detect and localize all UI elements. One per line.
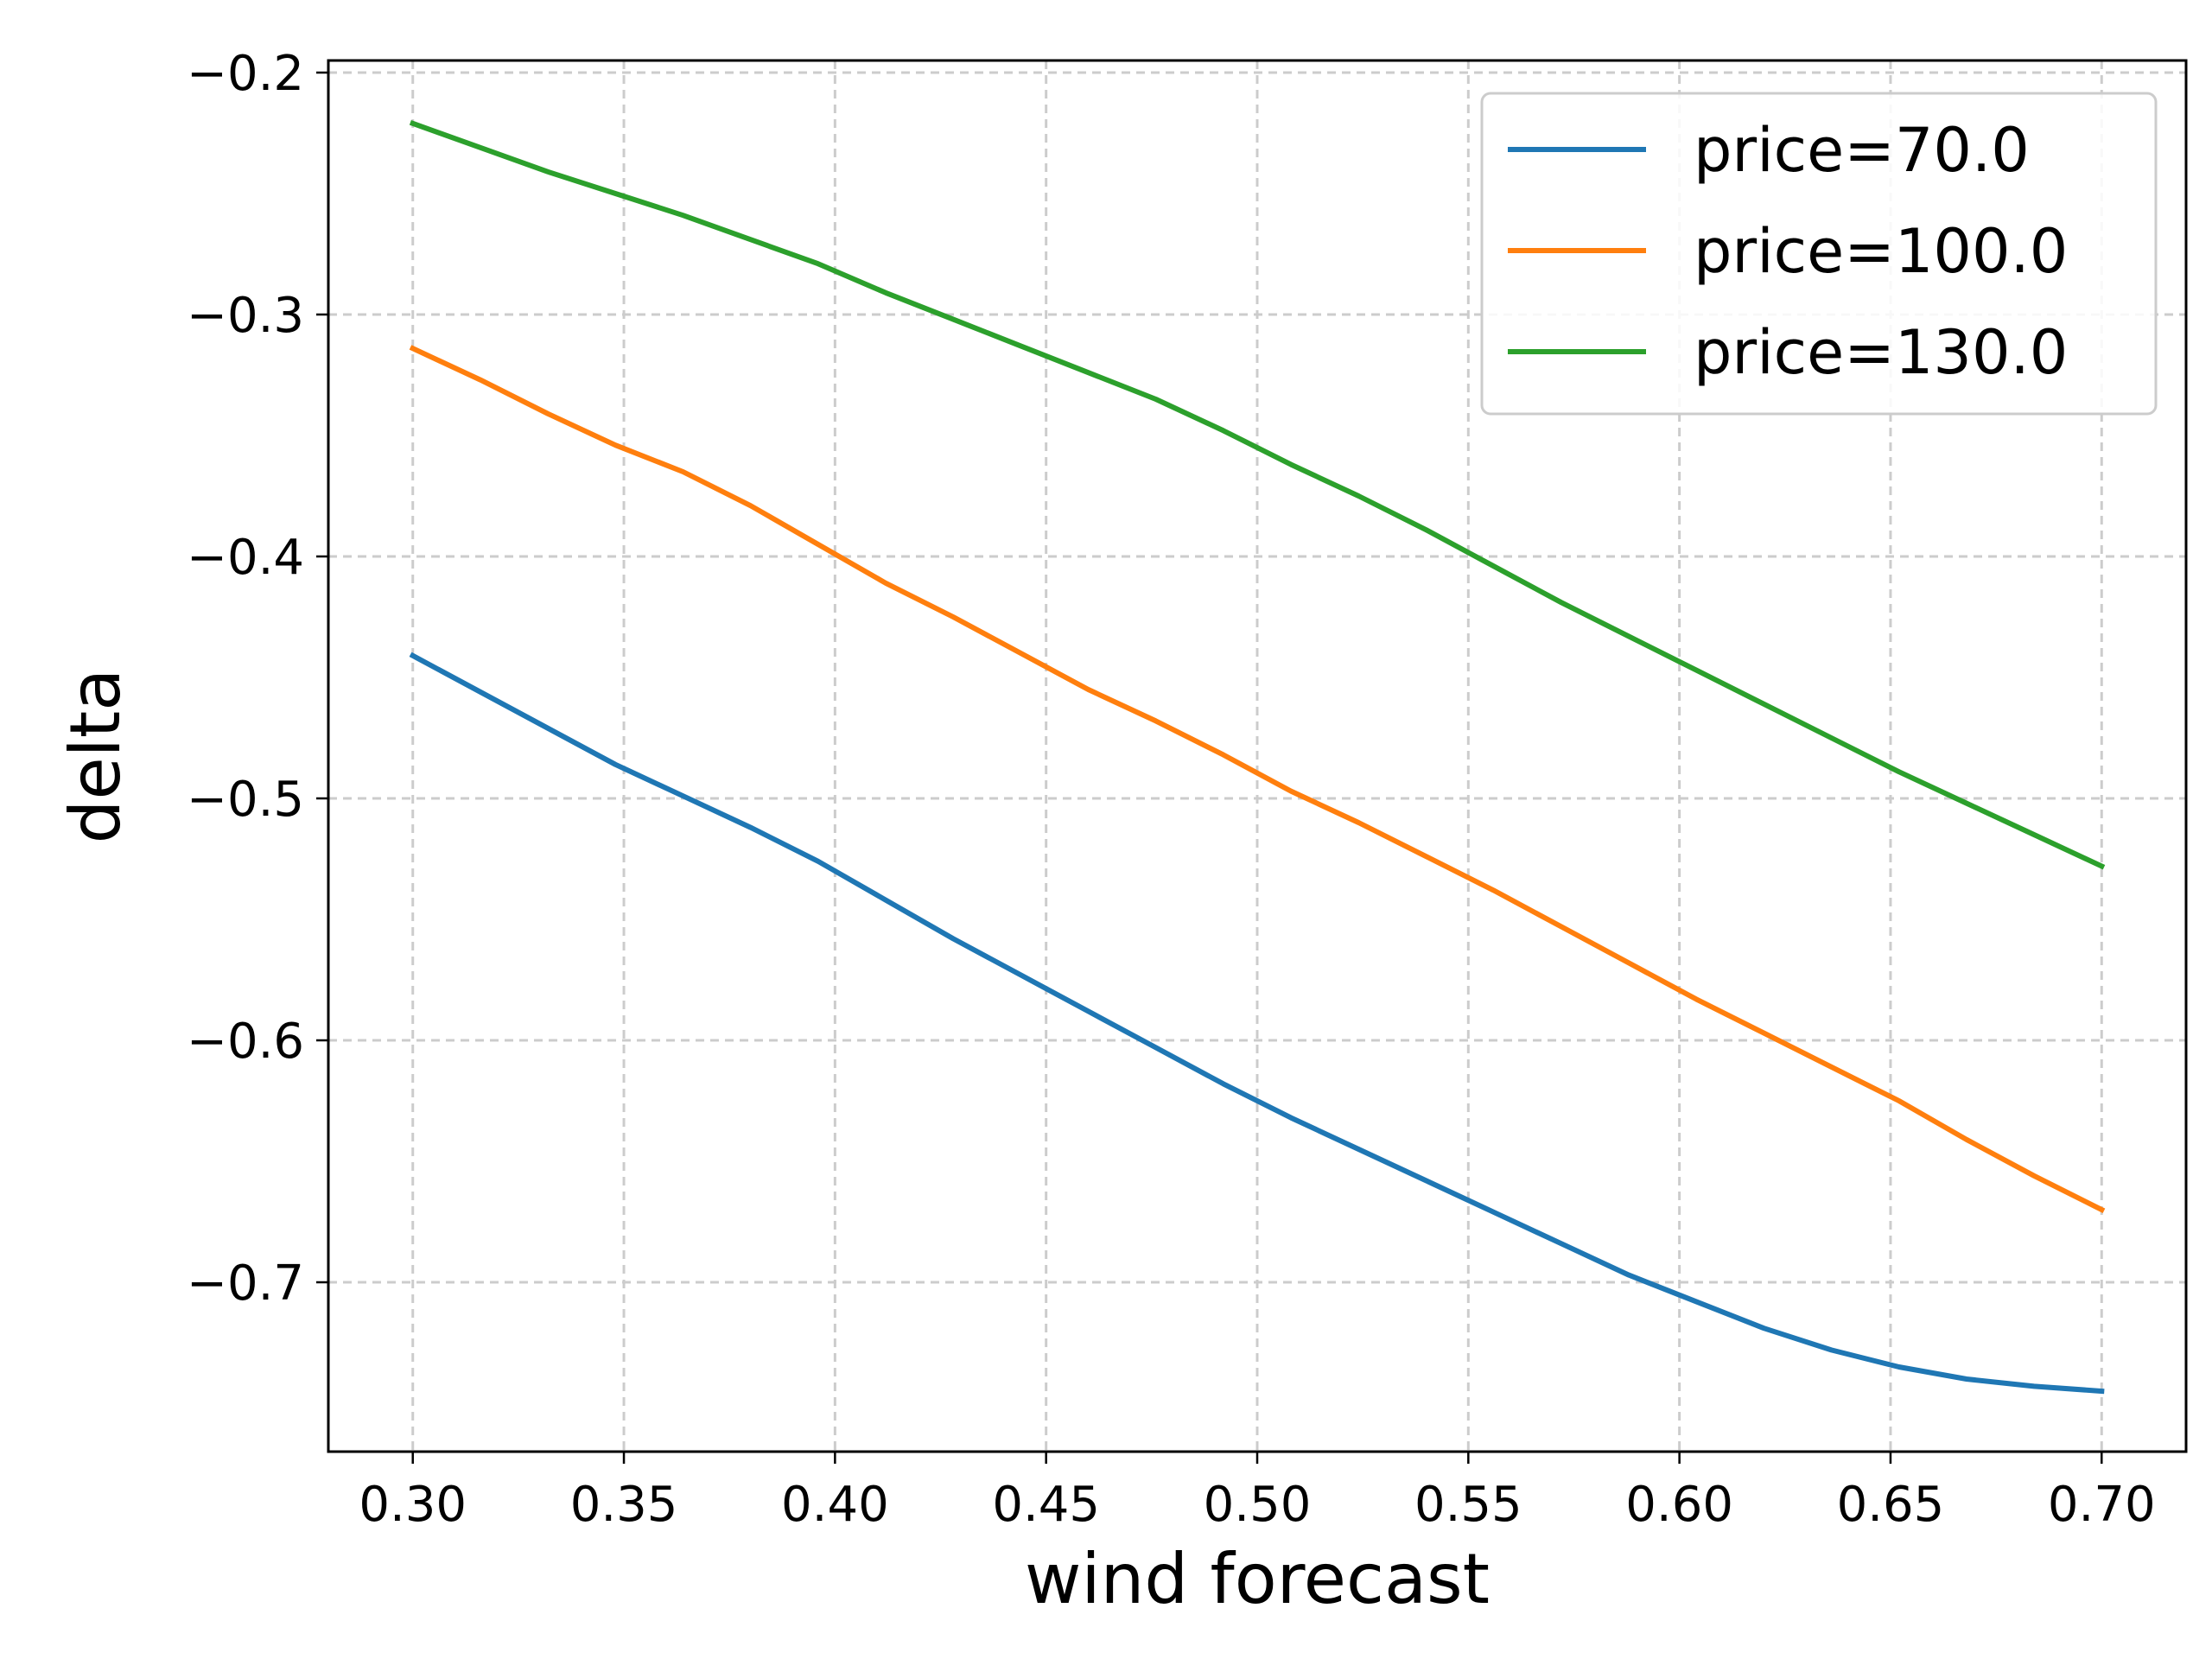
x-tick-label: 0.65 — [1837, 1477, 1945, 1533]
y-tick-label: −0.4 — [187, 530, 304, 586]
series-line-1 — [409, 345, 2106, 1214]
axis-ticks: 0.30 0.35 0.40 0.45 0.50 0.55 0.60 0.65 0.70 −0.7… — [187, 46, 2156, 1533]
x-tick-label: 0.70 — [2048, 1477, 2156, 1533]
x-tick-label: 0.55 — [1414, 1477, 1522, 1533]
series-lines — [409, 119, 2106, 1395]
y-tick-label: −0.6 — [187, 1014, 304, 1070]
x-tick-label: 0.40 — [781, 1477, 889, 1533]
x-axis-label: wind forecast — [1025, 1539, 1490, 1619]
y-tick-label: −0.5 — [187, 772, 304, 828]
x-tick-label: 0.45 — [992, 1477, 1100, 1533]
legend-label-1: price=100.0 — [1694, 216, 2068, 287]
legend-label-2: price=130.0 — [1694, 317, 2068, 388]
y-tick-label: −0.3 — [187, 288, 304, 344]
legend: price=70.0 price=100.0 price=130.0 — [1480, 92, 2158, 416]
x-tick-label: 0.30 — [359, 1477, 467, 1533]
series-line-2 — [409, 119, 2106, 870]
y-tick-label: −0.2 — [187, 46, 304, 102]
y-tick-label: −0.7 — [187, 1255, 304, 1312]
x-tick-label: 0.35 — [570, 1477, 678, 1533]
legend-label-0: price=70.0 — [1694, 115, 2030, 186]
x-tick-label: 0.60 — [1625, 1477, 1733, 1533]
y-axis-label: delta — [55, 669, 136, 844]
x-tick-label: 0.50 — [1204, 1477, 1312, 1533]
grid — [328, 60, 2186, 1452]
series-line-0 — [409, 652, 2105, 1395]
legend-box — [1480, 92, 2158, 416]
